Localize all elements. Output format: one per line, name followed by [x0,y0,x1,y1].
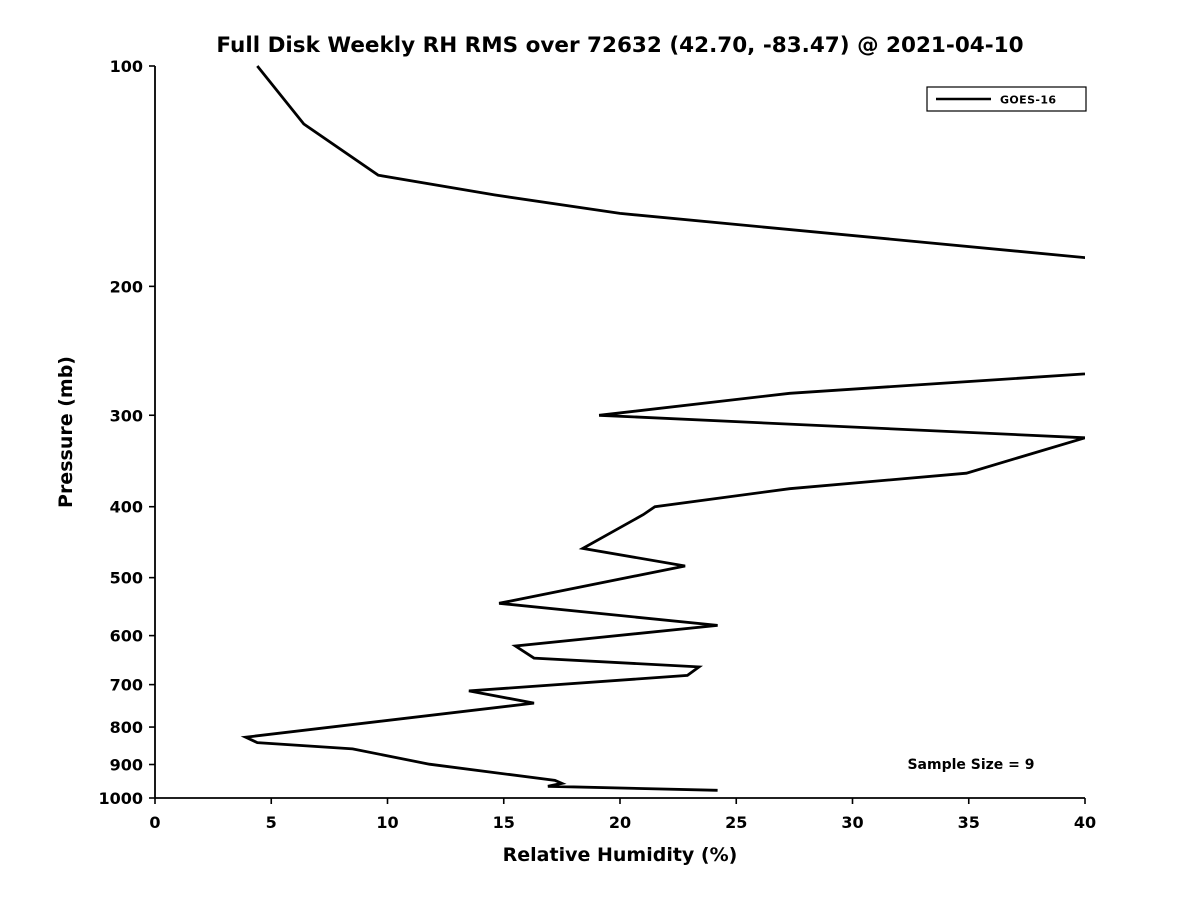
x-tick-label: 40 [1074,813,1096,832]
plot-area [240,65,1085,792]
y-tick-label: 700 [110,676,143,695]
y-tick-label: 900 [110,756,143,775]
x-tick-group: 0 5 10 15 20 25 30 35 40 [149,798,1096,832]
legend-label-goes16: GOES-16 [1000,94,1057,107]
axes: 0 5 10 15 20 25 30 35 40 100 200 300 400 500 600 700 80… [98,57,1096,832]
y-tick-group: 100 200 300 400 500 600 700 800 900 1000 [98,57,155,808]
x-tick-label: 20 [609,813,631,832]
x-tick-label: 30 [841,813,863,832]
y-tick-label: 400 [110,498,143,517]
y-tick-label: 1000 [98,789,143,808]
annotation-sample-size: Sample Size = 9 [907,757,1034,773]
y-tick-label: 600 [110,627,143,646]
data-line-goes16 [240,65,1085,792]
y-tick-label: 800 [110,718,143,737]
legend: GOES-16 [926,86,1087,112]
x-tick-label: 25 [725,813,747,832]
y-tick-label: 300 [110,406,143,425]
x-tick-label: 10 [376,813,398,832]
x-tick-label: 35 [958,813,980,832]
x-tick-label: 0 [149,813,160,832]
x-axis-label: Relative Humidity (%) [503,844,738,866]
x-tick-label: 5 [266,813,277,832]
y-axis-label: Pressure (mb) [55,356,77,508]
chart-title: Full Disk Weekly RH RMS over 72632 (42.7… [216,33,1023,58]
y-tick-label: 100 [110,57,143,76]
y-tick-label: 200 [110,277,143,296]
y-tick-label: 500 [110,569,143,588]
x-tick-label: 15 [493,813,515,832]
